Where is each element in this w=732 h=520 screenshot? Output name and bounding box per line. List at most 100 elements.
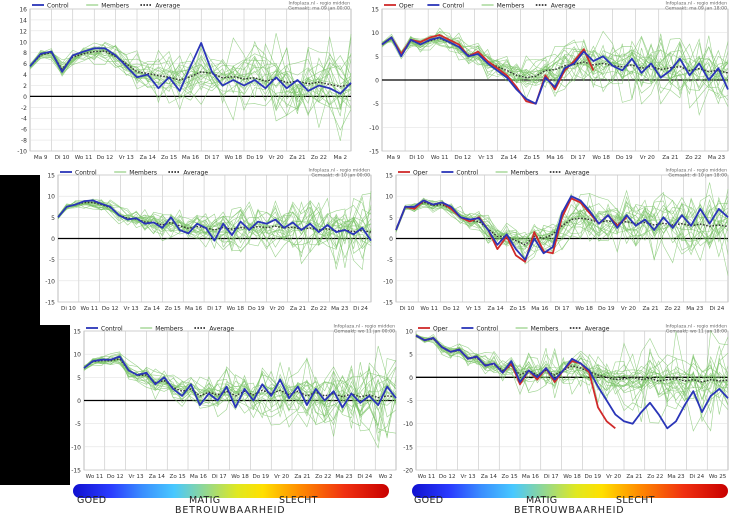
scale-title: BETROUWBAARHEID bbox=[175, 505, 286, 516]
member-line bbox=[57, 198, 372, 250]
x-tick-label: Ma 16 bbox=[190, 474, 208, 480]
source-label: Infoplaza.nl - regio midden bbox=[665, 1, 727, 7]
legend-label-average: Average bbox=[209, 325, 234, 332]
legend-label-members: Members bbox=[497, 2, 525, 9]
reliability-gradient-bar bbox=[412, 484, 728, 498]
x-tick-label: Zo 22 bbox=[311, 155, 327, 161]
average-series-line bbox=[415, 334, 729, 383]
x-tick-label: Di 17 bbox=[571, 155, 586, 161]
x-tick-label: Za 21 bbox=[642, 306, 659, 312]
member-line bbox=[381, 37, 729, 86]
y-tick-label: -20 bbox=[403, 468, 413, 475]
legend-label-members: Members bbox=[101, 2, 129, 9]
x-tick-label: Ma 2 bbox=[334, 155, 348, 161]
source-label: Infoplaza.nl - regio midden bbox=[333, 324, 395, 330]
created-label: Gemaakt: wo 11 jan 18:00 bbox=[666, 329, 727, 335]
created-label: Gemaakt: ma 09 jan 00:00 bbox=[288, 6, 350, 12]
average-series-line bbox=[395, 201, 729, 246]
y-tick-label: -15 bbox=[383, 300, 393, 307]
y-tick-label: -2 bbox=[21, 105, 27, 112]
chart-panel-3: -15 -10 -5 0 5 10 15 Di 10 Wo 11 Do 12 Vr 13 Za 14 Z… bbox=[38, 167, 375, 315]
y-tick-label: -15 bbox=[403, 444, 413, 451]
x-tick-label: Wo 25 bbox=[709, 474, 727, 480]
x-tick-label: Vr 13 bbox=[128, 474, 143, 480]
y-tick-label: 0 bbox=[23, 94, 27, 101]
x-tick-label: Za 21 bbox=[626, 474, 643, 480]
member-line bbox=[381, 31, 729, 101]
control-series-line bbox=[395, 195, 729, 261]
member-line bbox=[415, 336, 729, 412]
y-tick-label: 5 bbox=[51, 215, 55, 222]
y-tick-label: 0 bbox=[77, 398, 81, 405]
y-tick-label: 10 bbox=[19, 39, 27, 46]
x-tick-label: Za 21 bbox=[289, 155, 306, 161]
legend-label-oper: Oper bbox=[413, 169, 428, 176]
control-series-line bbox=[57, 199, 372, 242]
y-tick-label: 0 bbox=[375, 78, 379, 85]
y-tick-label: 10 bbox=[47, 194, 55, 201]
x-tick-label: Di 24 bbox=[710, 306, 725, 312]
x-tick-label: Za 21 bbox=[662, 155, 679, 161]
x-tick-label: Wo 2 bbox=[379, 474, 393, 480]
x-tick-label: Za 21 bbox=[290, 306, 307, 312]
x-tick-label: Do 19 bbox=[248, 306, 265, 312]
member-line bbox=[415, 333, 729, 423]
created-label: Gemaakt: wo 11 jan 00:00 bbox=[334, 329, 395, 335]
x-tick-label: Zo 15 bbox=[502, 474, 519, 480]
y-tick-label: 5 bbox=[389, 215, 393, 222]
member-line bbox=[83, 356, 397, 432]
y-tick-label: 14 bbox=[19, 17, 27, 24]
y-tick-label: -8 bbox=[21, 138, 27, 145]
x-tick-label: Wo 11 bbox=[420, 306, 438, 312]
x-tick-label: Vr 20 bbox=[269, 155, 284, 161]
x-tick-label: Wo 18 bbox=[231, 474, 249, 480]
legend-label-control: Control bbox=[476, 325, 498, 332]
x-tick-label: Ma 23 bbox=[335, 474, 353, 480]
y-tick-label: 0 bbox=[51, 236, 55, 243]
legend-label-members: Members bbox=[155, 325, 183, 332]
x-tick-label: Vr 20 bbox=[270, 306, 285, 312]
x-tick-label: Do 19 bbox=[246, 155, 263, 161]
legend-label-control: Control bbox=[442, 2, 464, 9]
legend-label-control: Control bbox=[101, 325, 123, 332]
x-tick-label: Wo 18 bbox=[225, 155, 243, 161]
x-tick-label: Vr 20 bbox=[274, 474, 289, 480]
average-series-line bbox=[381, 37, 729, 79]
member-line bbox=[381, 33, 729, 78]
x-tick-label: Za 14 bbox=[144, 306, 161, 312]
x-tick-label: Di 10 bbox=[409, 155, 424, 161]
x-tick-label: Ma 23 bbox=[708, 155, 726, 161]
y-tick-label: 10 bbox=[385, 194, 393, 201]
y-tick-label: -15 bbox=[71, 468, 81, 475]
chart-panel-2: -15 -10 -5 0 5 10 15 Ma 9 Di 10 Wo 11 Do 12 Vr 13 Za… bbox=[360, 0, 732, 165]
x-tick-label: Za 14 bbox=[149, 474, 166, 480]
member-line bbox=[415, 334, 729, 409]
y-tick-label: -10 bbox=[17, 149, 27, 156]
member-line bbox=[57, 199, 372, 254]
scale-label-goed: GOED bbox=[77, 495, 107, 506]
x-tick-label: Di 17 bbox=[207, 306, 222, 312]
chart-svg: -15 -10 -5 0 5 10 15 Di 10 Wo 11 Do 12 Vr 13 Za 14 Z… bbox=[45, 168, 372, 312]
x-tick-label: Di 24 bbox=[357, 474, 372, 480]
x-tick-label: Zo 15 bbox=[170, 474, 187, 480]
x-tick-label: Za 14 bbox=[501, 155, 518, 161]
x-tick-label: Ma 9 bbox=[387, 155, 401, 161]
x-tick-label: Za 21 bbox=[294, 474, 311, 480]
x-tick-label: Ma 16 bbox=[522, 474, 540, 480]
chart-svg: -20 -15 -10 -5 0 5 10 Wo 11 Do 12 Vr 13 Za 14 Zo 15… bbox=[403, 324, 729, 480]
scale-title: BETROUWBAARHEID bbox=[514, 505, 625, 516]
member-line bbox=[83, 358, 397, 419]
y-tick-label: -6 bbox=[21, 127, 27, 134]
x-tick-label: Di 17 bbox=[205, 155, 220, 161]
member-line bbox=[381, 37, 729, 105]
x-tick-label: Zo 15 bbox=[165, 306, 182, 312]
x-tick-label: Ma 23 bbox=[686, 306, 704, 312]
y-tick-label: 0 bbox=[389, 236, 393, 243]
y-tick-label: 15 bbox=[371, 7, 379, 14]
x-tick-label: Ma 16 bbox=[182, 155, 200, 161]
created-label: Gemaakt: di 10 jan 18:00 bbox=[668, 173, 727, 179]
y-tick-label: 16 bbox=[19, 7, 27, 14]
y-tick-label: -10 bbox=[403, 421, 413, 428]
y-tick-label: -5 bbox=[49, 257, 55, 264]
y-tick-label: -5 bbox=[373, 101, 379, 108]
